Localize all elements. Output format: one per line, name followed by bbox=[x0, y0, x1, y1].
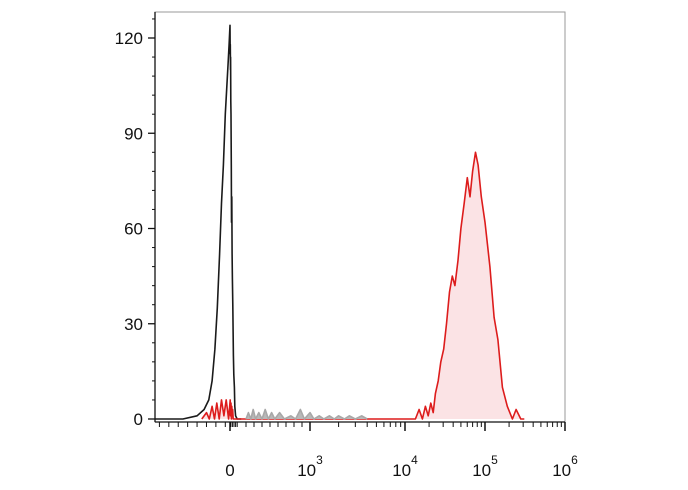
y-axis-ticks: 0 30 60 90 120 bbox=[115, 18, 155, 429]
x-axis-ticks: 0 103 104 105 106 bbox=[158, 422, 578, 480]
x-tick-label: 105 bbox=[472, 453, 498, 480]
y-tick-label: 90 bbox=[124, 124, 143, 143]
y-tick-label: 120 bbox=[115, 29, 143, 48]
series-1-line bbox=[201, 151, 525, 420]
x-tick-label: 104 bbox=[392, 453, 418, 480]
series-0-line bbox=[154, 24, 242, 420]
x-tick-label: 103 bbox=[297, 453, 323, 480]
series-layer bbox=[154, 24, 525, 420]
series-2-line bbox=[245, 408, 368, 420]
y-tick-label: 60 bbox=[124, 220, 143, 239]
plot-frame bbox=[154, 11, 566, 423]
y-tick-label: 30 bbox=[124, 315, 143, 334]
series-1-fill bbox=[201, 152, 525, 420]
x-tick-label: 0 bbox=[225, 461, 234, 480]
x-tick-label: 106 bbox=[552, 453, 578, 480]
y-tick-label: 0 bbox=[134, 410, 143, 429]
